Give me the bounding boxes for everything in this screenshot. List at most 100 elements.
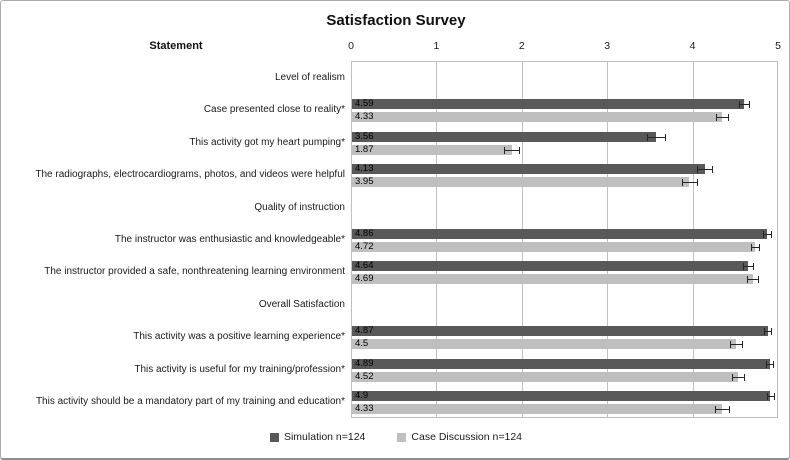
- error-bar: [762, 234, 772, 235]
- legend-case-discussion-label: Case Discussion n=124: [411, 431, 523, 443]
- error-bar: [715, 117, 728, 119]
- case-discussion-bar: 4.5: [352, 338, 737, 350]
- error-bar-cap: [771, 231, 773, 238]
- bar-value-label: 4.86: [355, 228, 374, 239]
- category-label: Case presented close to reality*: [203, 104, 345, 116]
- error-bar-cap: [714, 406, 716, 414]
- error-bar-cap: [715, 114, 717, 122]
- case-discussion-bar: 4.33: [352, 403, 722, 415]
- error-bar-cap: [766, 360, 768, 368]
- error-bar: [766, 363, 774, 365]
- bar-pair: 4.89 4.52: [352, 357, 779, 382]
- x-axis-tick: 3: [604, 40, 611, 52]
- gridline: [607, 62, 609, 417]
- case-discussion-bar: 4.52: [352, 370, 738, 382]
- simulation-bar: 4.13: [352, 163, 705, 175]
- error-bar-cap: [697, 179, 699, 187]
- bar-value-label: 4.69: [355, 273, 374, 285]
- bar-pair: 3.56 1.87: [352, 131, 779, 155]
- bar-value-label: 4.64: [355, 260, 374, 272]
- category-label: The instructor provided a safe, nonthrea…: [44, 266, 345, 278]
- error-bar-cap: [743, 263, 745, 271]
- case-discussion-bar: 4.69: [352, 273, 753, 285]
- section-label: Overall Satisfaction: [258, 298, 345, 310]
- legend: Simulation n=124 Case Discussion n=124: [1, 431, 789, 443]
- category-label: This activity got my heart pumping*: [189, 136, 345, 148]
- bar-value-label: 4.59: [355, 98, 374, 110]
- bar-value-label: 4.9: [355, 390, 369, 402]
- x-axis-tick: 4: [689, 40, 696, 52]
- category-label: The instructor was enthusiastic and know…: [114, 233, 345, 245]
- case-discussion-bar: 4.72: [352, 241, 756, 252]
- bar-pair: 4.87 4.5: [352, 325, 779, 350]
- bar-value-label: 3.95: [355, 176, 374, 188]
- case-discussion-bar: 1.87: [352, 143, 512, 155]
- simulation-bar: 3.56: [352, 131, 657, 142]
- statement-column-header: Statement: [149, 40, 203, 52]
- x-axis-tick: 2: [518, 40, 525, 52]
- error-bar-cap: [749, 101, 751, 109]
- chart-title: Satisfaction Survey: [326, 12, 466, 29]
- bar-value-label: 4.87: [355, 325, 374, 337]
- error-bar-cap: [732, 373, 734, 381]
- error-bar-cap: [646, 133, 648, 141]
- error-bar: [767, 396, 774, 398]
- legend-simulation: Simulation n=124: [269, 431, 366, 443]
- error-bar-cap: [743, 373, 745, 381]
- bar-pair: 4.59 4.33: [352, 98, 779, 123]
- bar-value-label: 4.52: [355, 370, 374, 382]
- x-axis-tick: 0: [348, 40, 354, 52]
- error-bar-cap: [742, 341, 744, 349]
- legend-simulation-label: Simulation n=124: [283, 431, 366, 443]
- x-axis-tick: 1: [433, 40, 440, 52]
- error-bar-cap: [762, 231, 764, 238]
- error-bar-cap: [738, 101, 740, 109]
- error-bar-cap: [750, 244, 752, 251]
- error-bar-cap: [757, 276, 759, 284]
- category-label: This activity should be a mandatory part…: [35, 396, 345, 408]
- error-bar-cap: [773, 393, 775, 401]
- error-bar: [730, 344, 743, 346]
- category-label: This activity is useful for my training/…: [134, 363, 345, 375]
- section-label: Quality of instruction: [254, 201, 345, 213]
- bar-value-label: 4.5: [355, 338, 369, 350]
- error-bar: [764, 331, 772, 333]
- bar-pair: 4.13 3.95: [352, 163, 779, 188]
- bar-value-label: 4.13: [355, 163, 374, 175]
- bar-value-label: 4.72: [355, 241, 374, 252]
- error-bar-cap: [728, 406, 730, 414]
- simulation-bar: 4.87: [352, 325, 768, 337]
- error-bar: [732, 376, 744, 378]
- error-bar-cap: [665, 133, 667, 141]
- error-bar-cap: [697, 166, 699, 174]
- category-label: The radiographs, electrocardiograms, pho…: [35, 169, 345, 181]
- simulation-swatch-icon: [269, 432, 279, 442]
- legend-case-discussion: Case Discussion n=124: [397, 431, 522, 443]
- gridline: [436, 62, 438, 417]
- bar-pair: 4.86 4.72: [352, 229, 779, 252]
- error-bar: [646, 136, 666, 138]
- plot-area: 4.59 4.33 3.56 1.87 4.13 3.95 4.86 4.72 4.64 4.69…: [351, 61, 778, 418]
- gridline: [692, 62, 694, 417]
- error-bar-cap: [730, 341, 732, 349]
- error-bar: [504, 149, 520, 151]
- bar-value-label: 1.87: [355, 143, 374, 155]
- simulation-bar: 4.89: [352, 357, 770, 369]
- error-bar-cap: [759, 244, 761, 251]
- error-bar-cap: [504, 146, 505, 154]
- section-label: Level of realism: [274, 71, 345, 83]
- error-bar-cap: [764, 328, 766, 336]
- error-bar: [747, 279, 758, 281]
- error-bar: [697, 169, 713, 171]
- bar-value-label: 4.89: [355, 357, 374, 369]
- bar-value-label: 4.33: [355, 403, 374, 415]
- simulation-bar: 4.64: [352, 260, 749, 272]
- error-bar-cap: [712, 166, 714, 174]
- case-discussion-swatch-icon: [397, 432, 407, 442]
- case-discussion-bar: 4.33: [352, 112, 722, 123]
- case-discussion-bar: 3.95: [352, 176, 690, 188]
- gridline: [521, 62, 523, 417]
- bar-pair: 4.9 4.33: [352, 390, 779, 415]
- error-bar: [738, 104, 750, 106]
